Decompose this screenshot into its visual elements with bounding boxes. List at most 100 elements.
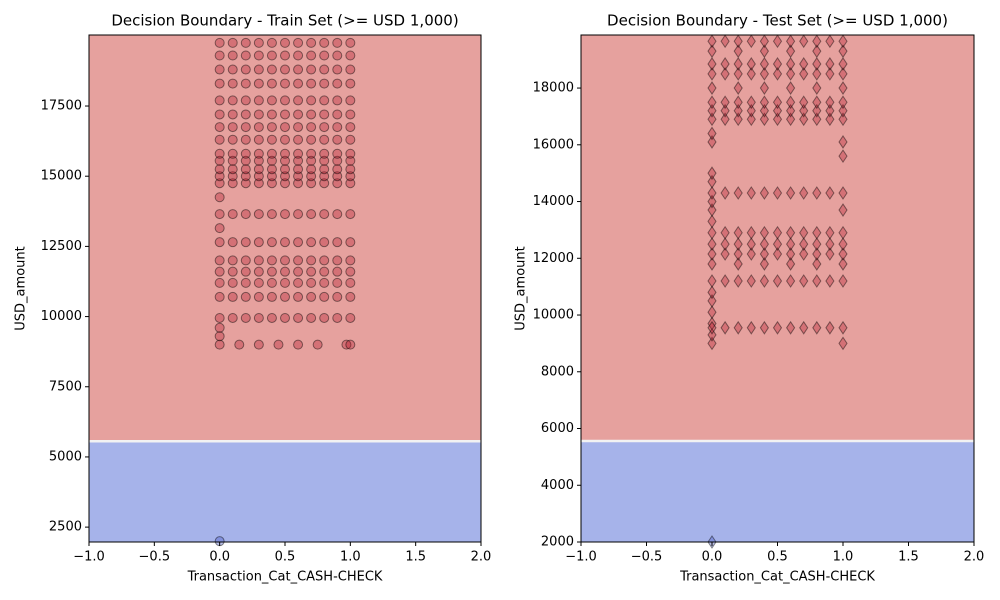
point: [759, 112, 770, 127]
point: [799, 34, 809, 49]
point: [240, 266, 251, 277]
point: [733, 81, 743, 95]
point: [345, 266, 356, 277]
point: [733, 57, 743, 71]
point: [319, 134, 330, 145]
point: [838, 135, 848, 149]
point: [838, 44, 848, 59]
point: [214, 78, 225, 89]
point: [345, 95, 356, 106]
point: [707, 214, 717, 229]
point: [280, 291, 290, 302]
point: [266, 171, 277, 182]
point: [720, 237, 730, 251]
point: [293, 64, 304, 75]
point: [720, 57, 730, 71]
point: [253, 339, 264, 350]
point: [293, 291, 304, 302]
point: [838, 34, 848, 49]
point: [825, 66, 835, 81]
point: [825, 320, 835, 335]
point: [720, 274, 730, 288]
point: [733, 320, 743, 335]
point: [214, 50, 225, 61]
point: [733, 34, 743, 49]
point: [280, 209, 290, 220]
point: [733, 66, 743, 81]
point: [306, 37, 317, 48]
point: [332, 209, 343, 220]
point: [707, 81, 717, 95]
point: [319, 50, 330, 61]
point: [733, 44, 743, 59]
point: [759, 274, 770, 288]
point: [825, 95, 835, 110]
point: [319, 78, 330, 89]
point: [759, 103, 770, 118]
point: [214, 164, 225, 175]
point: [825, 112, 835, 127]
point: [319, 237, 330, 248]
point: [785, 274, 796, 288]
point: [707, 257, 717, 271]
point: [227, 122, 238, 133]
point: [759, 81, 770, 95]
point: [785, 95, 796, 110]
point: [306, 178, 317, 189]
point: [345, 277, 356, 288]
point: [785, 44, 796, 59]
x-tick-label: 2.0: [471, 550, 492, 565]
x-tick-label: 0.5: [767, 550, 788, 565]
region-above: [581, 35, 974, 441]
point: [733, 225, 743, 240]
point: [332, 255, 343, 266]
point: [240, 209, 251, 220]
point: [825, 103, 835, 118]
point: [227, 291, 238, 302]
point: [785, 34, 796, 49]
point: [838, 203, 848, 217]
point: [772, 66, 783, 81]
point: [772, 186, 783, 200]
point: [280, 109, 290, 120]
point: [266, 164, 277, 175]
point: [707, 186, 717, 200]
point: [812, 186, 822, 200]
point: [746, 237, 756, 251]
point: [266, 291, 277, 302]
point: [240, 95, 251, 106]
point: [772, 237, 783, 251]
point: [332, 148, 343, 159]
point: [227, 134, 238, 145]
point: [266, 122, 277, 133]
point: [759, 66, 770, 81]
point: [214, 339, 225, 350]
x-axis-label: Transaction_Cat_CASH-CHECK: [679, 570, 875, 585]
point: [759, 44, 770, 59]
point: [234, 339, 245, 350]
point: [707, 274, 717, 288]
point: [838, 274, 848, 288]
point: [332, 237, 343, 248]
point: [707, 194, 717, 209]
point: [240, 155, 251, 166]
point: [707, 44, 717, 59]
point: [838, 186, 848, 200]
point: [838, 103, 848, 118]
point: [227, 64, 238, 75]
point: [799, 66, 809, 81]
point: [293, 95, 304, 106]
point: [772, 112, 783, 127]
point: [720, 95, 730, 110]
point: [785, 237, 796, 251]
point: [812, 95, 822, 110]
point: [266, 312, 277, 323]
point: [707, 103, 717, 118]
point: [772, 103, 783, 118]
point: [319, 64, 330, 75]
region-below: [581, 440, 974, 542]
point: [293, 78, 304, 89]
point: [253, 171, 264, 182]
point: [273, 339, 284, 350]
point: [707, 320, 717, 335]
